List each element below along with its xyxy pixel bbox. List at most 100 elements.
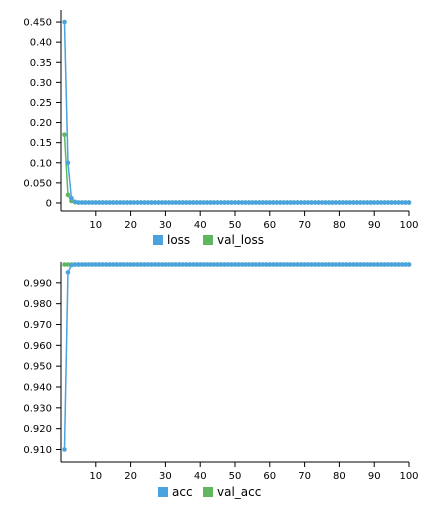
data-point-acc (124, 262, 130, 267)
data-point-acc (218, 262, 224, 267)
data-point-loss (79, 200, 85, 205)
data-point-loss (204, 200, 210, 205)
legend-swatch-val-loss[interactable] (203, 235, 213, 245)
data-point-acc (190, 262, 196, 267)
data-point-loss (337, 200, 342, 205)
data-point-loss (183, 200, 189, 205)
data-point-loss (100, 200, 106, 205)
data-point-loss (302, 200, 307, 205)
data-point-acc (389, 262, 394, 267)
data-point-loss (103, 200, 109, 205)
data-point-acc (364, 262, 370, 267)
y-tick-label: 0.40 (30, 38, 52, 49)
data-point-acc (121, 262, 126, 267)
data-point-acc (93, 262, 99, 267)
y-tick-label: 0.450 (23, 18, 52, 29)
data-point-acc (246, 262, 252, 267)
data-point-loss (72, 199, 78, 205)
data-point-acc (239, 262, 245, 267)
data-point-acc (378, 262, 384, 267)
series-line-loss (63, 22, 409, 204)
data-point-loss (389, 200, 394, 205)
data-point-acc (295, 262, 300, 267)
data-point-acc (187, 262, 193, 267)
data-point-loss (284, 200, 290, 205)
y-tick-label: 0.930 (23, 403, 52, 414)
x-tick-label: 50 (229, 220, 242, 231)
legend-label-val-loss[interactable]: val_loss (217, 233, 264, 247)
data-point-loss (93, 200, 99, 205)
x-tick-label: 80 (333, 220, 346, 231)
data-point-acc (197, 262, 203, 267)
data-point-loss (194, 200, 200, 205)
data-point-loss (117, 200, 123, 205)
data-point-loss (291, 200, 297, 205)
x-tick-label: 70 (298, 471, 311, 482)
data-point-acc (382, 262, 387, 267)
data-point-loss (69, 195, 74, 201)
data-point-loss (131, 200, 137, 205)
data-point-acc (333, 262, 339, 267)
legend-label-val-acc[interactable]: val_acc (217, 485, 261, 499)
legend-swatch-val-acc[interactable] (203, 487, 213, 497)
data-point-loss (86, 200, 92, 205)
y-tick-label: 0.050 (23, 178, 52, 189)
data-point-acc (347, 262, 353, 267)
data-point-acc (264, 262, 269, 267)
data-point-acc (107, 262, 113, 267)
data-point-loss (406, 200, 412, 205)
data-point-acc (69, 262, 74, 268)
data-point-acc (291, 262, 297, 267)
x-tick-label: 70 (298, 220, 311, 231)
data-point-loss (121, 200, 126, 205)
data-point-loss (190, 200, 196, 205)
data-point-acc (281, 262, 287, 267)
data-point-acc (354, 262, 360, 267)
legend-swatch-loss[interactable] (153, 235, 163, 245)
data-point-loss (357, 200, 363, 205)
loss-chart: 0 0.050 0.10 0.15 0.20 0.25 0.30 0.35 0.40 0.450 1… (23, 10, 419, 247)
data-point-acc (243, 262, 248, 267)
x-tick-label: 10 (89, 220, 102, 231)
data-point-loss (128, 200, 133, 205)
data-point-loss (316, 200, 321, 205)
data-point-acc (312, 262, 318, 267)
data-point-loss (177, 200, 182, 205)
data-point-acc (340, 262, 346, 267)
data-point-loss (340, 200, 346, 205)
data-point-loss (323, 200, 328, 205)
data-point-loss (354, 200, 360, 205)
data-point-loss (361, 200, 367, 205)
legend-label-loss[interactable]: loss (167, 233, 190, 247)
data-point-loss (326, 200, 332, 205)
data-point-loss (399, 200, 405, 205)
data-point-acc (183, 262, 189, 267)
data-point-loss (274, 200, 280, 205)
y-tick-label: 0.25 (30, 98, 52, 109)
legend-label-acc[interactable]: acc (172, 485, 193, 499)
x-tick-label: 30 (159, 471, 172, 482)
data-point-acc (274, 262, 280, 267)
data-point-acc (319, 262, 325, 267)
data-point-loss (312, 200, 318, 205)
legend-swatch-acc[interactable] (158, 487, 168, 497)
y-tick-label: 0.990 (23, 278, 52, 289)
data-point-loss (309, 200, 314, 205)
x-tick-label: 60 (263, 471, 276, 482)
y-tick-label: 0.35 (30, 58, 52, 69)
data-point-acc (114, 262, 119, 267)
data-point-loss (392, 200, 398, 205)
x-tick-label: 60 (263, 220, 276, 231)
data-point-acc (298, 262, 304, 267)
data-point-loss (135, 200, 140, 205)
data-point-acc (194, 262, 200, 267)
data-point-acc (103, 262, 109, 267)
data-point-loss (225, 200, 231, 205)
data-point-loss (319, 200, 325, 205)
data-point-acc (96, 262, 102, 267)
series-line-acc (63, 263, 409, 450)
data-point-loss (83, 200, 88, 205)
data-point-loss (371, 200, 377, 205)
data-point-acc (305, 262, 311, 267)
data-point-loss (239, 200, 245, 205)
